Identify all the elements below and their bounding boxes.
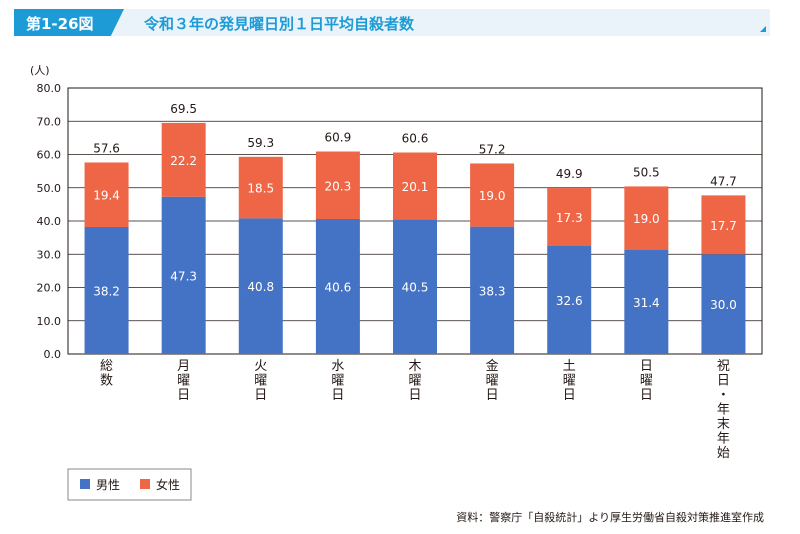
header-band <box>14 9 770 36</box>
data-label-male: 30.0 <box>710 298 737 312</box>
y-tick-label: 40.0 <box>37 215 62 228</box>
figure-number: 第1-26図 <box>26 15 94 33</box>
bar-male <box>547 245 592 354</box>
bar-male <box>84 226 129 354</box>
data-label-male: 31.4 <box>633 296 660 310</box>
data-label-male: 40.8 <box>247 280 274 294</box>
legend-swatch-male <box>80 479 90 489</box>
data-label-male: 38.2 <box>93 284 120 298</box>
data-label-female: 19.0 <box>479 189 506 203</box>
data-label-female: 17.7 <box>710 219 737 233</box>
total-label: 59.3 <box>247 136 274 150</box>
y-tick-label: 0.0 <box>44 348 62 361</box>
bar-male <box>470 226 515 354</box>
source-note: 資料：警察庁「自殺統計」より厚生労働省自殺対策推進室作成 <box>456 511 764 524</box>
chart-title: 令和３年の発見曜日別１日平均自殺者数 <box>144 15 415 33</box>
legend-label-male: 男性 <box>96 478 120 492</box>
bar-male <box>624 249 669 354</box>
bar-female <box>393 152 437 220</box>
bar-female <box>547 188 592 246</box>
data-label-male: 38.3 <box>479 284 506 298</box>
x-tick-label: 日曜日 <box>640 359 653 403</box>
total-label: 57.2 <box>479 142 506 156</box>
total-label: 60.9 <box>325 131 352 145</box>
legend-label-female: 女性 <box>156 477 180 492</box>
total-label: 50.5 <box>633 165 660 179</box>
figure-number-box <box>14 9 124 36</box>
data-label-female: 19.0 <box>633 212 660 226</box>
total-label: 47.7 <box>710 174 737 188</box>
bar-female <box>470 163 515 227</box>
x-tick-label: 月曜日 <box>177 359 190 403</box>
y-axis-label: (人) <box>30 64 50 77</box>
data-label-female: 17.3 <box>556 211 583 225</box>
bar-female <box>701 195 746 255</box>
x-tick-label: 火曜日 <box>254 359 267 403</box>
total-label: 49.9 <box>556 167 583 181</box>
figure-header: 第1-26図 令和３年の発見曜日別１日平均自殺者数 <box>14 9 770 36</box>
y-tick-label: 70.0 <box>37 115 62 128</box>
data-label-male: 32.6 <box>556 294 583 308</box>
data-label-male: 40.5 <box>402 281 429 295</box>
data-label-female: 19.4 <box>93 189 120 203</box>
bar-male <box>393 219 437 354</box>
x-tick-label: 水曜日 <box>331 359 344 403</box>
bar-female <box>624 186 669 250</box>
total-label: 69.5 <box>170 102 197 116</box>
legend-swatch-female <box>140 479 150 489</box>
y-tick-label: 60.0 <box>37 149 62 162</box>
total-label: 60.6 <box>402 132 429 146</box>
data-label-female: 18.5 <box>247 182 274 196</box>
y-tick-label: 80.0 <box>37 82 62 95</box>
data-label-female: 20.3 <box>325 179 352 193</box>
bar-female <box>315 151 360 220</box>
bar-female <box>238 156 283 219</box>
x-tick-label: 祝日・年末年始 <box>717 359 730 461</box>
data-label-female: 20.1 <box>402 180 429 194</box>
y-tick-label: 10.0 <box>37 315 62 328</box>
bar-male <box>238 218 283 354</box>
corner-triangle-icon <box>760 26 766 32</box>
total-label: 57.6 <box>93 141 120 155</box>
data-label-male: 40.6 <box>325 281 352 295</box>
bar-male <box>701 254 746 354</box>
bar-male <box>315 219 360 354</box>
x-tick-label: 金曜日 <box>486 358 499 403</box>
data-label-male: 47.3 <box>170 269 197 283</box>
y-tick-label: 50.0 <box>37 182 62 195</box>
y-tick-label: 20.0 <box>37 282 62 295</box>
bar-male <box>161 196 206 354</box>
data-label-female: 22.2 <box>170 154 197 168</box>
bar-female <box>161 122 206 197</box>
y-tick-label: 30.0 <box>37 248 62 261</box>
x-tick-label: 木曜日 <box>408 359 421 403</box>
x-tick-label: 総数 <box>100 359 113 389</box>
x-tick-label: 土曜日 <box>563 359 576 403</box>
bar-female <box>84 162 129 227</box>
